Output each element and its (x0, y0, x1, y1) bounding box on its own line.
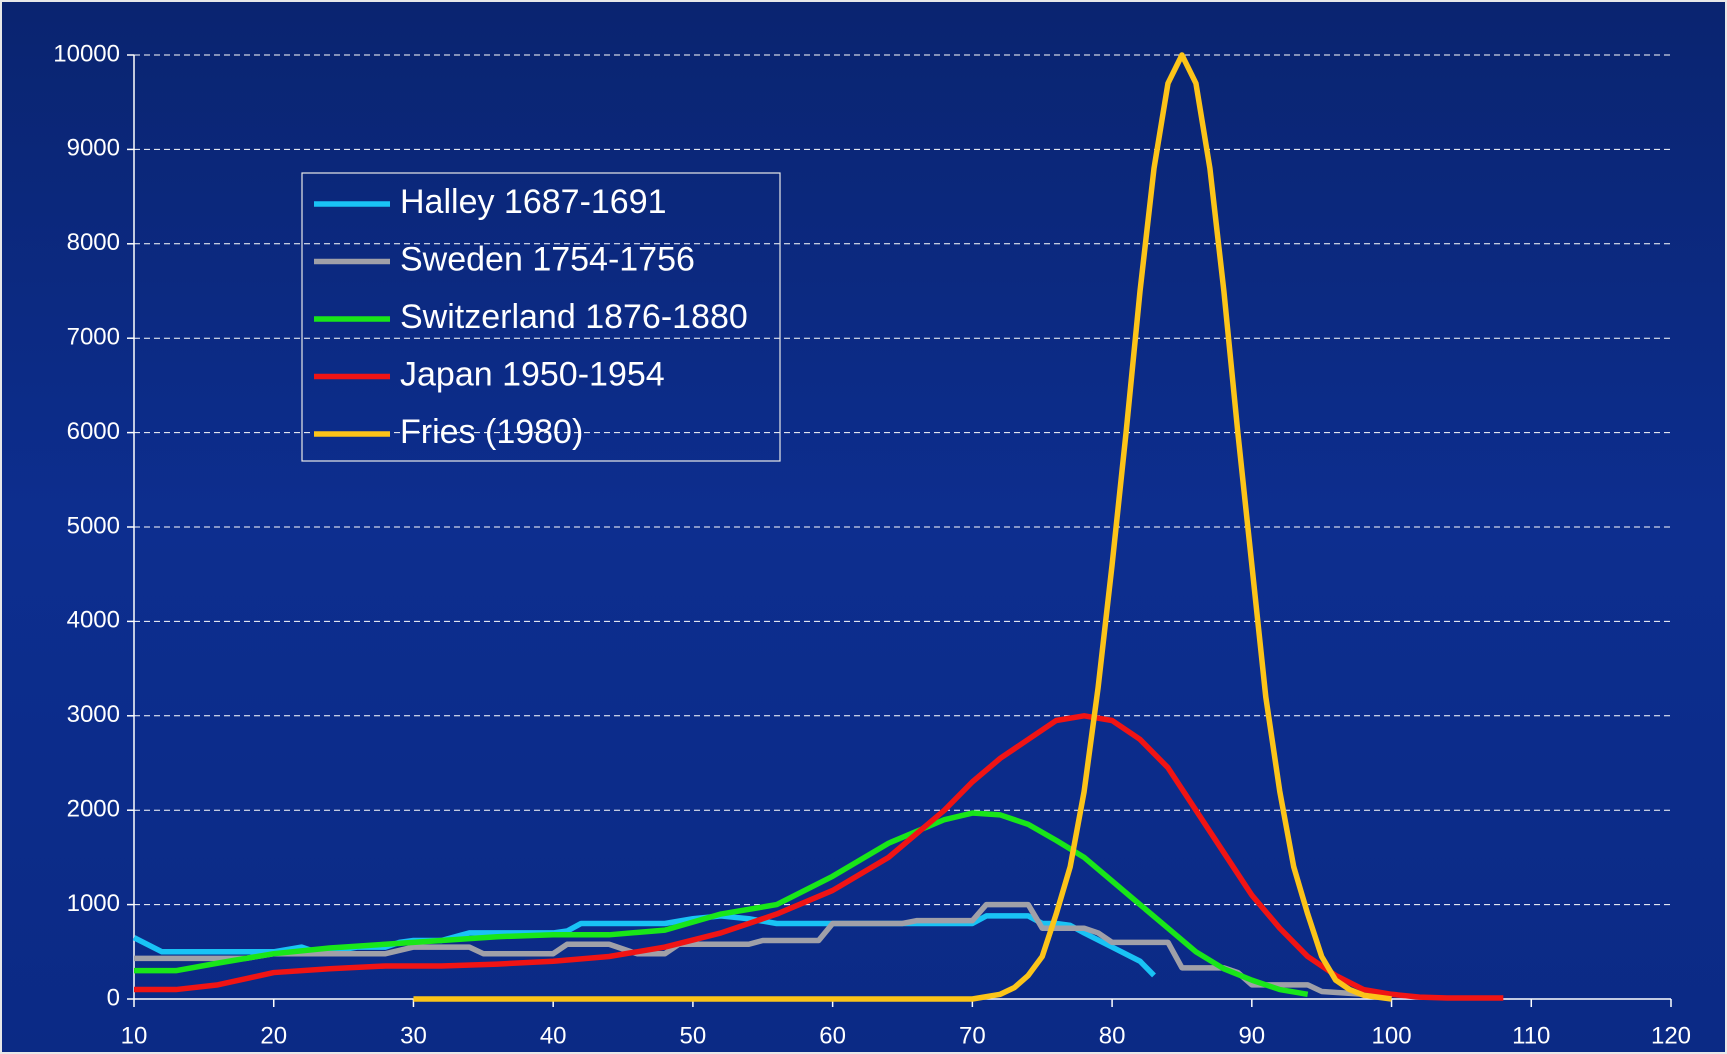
x-tick-label: 60 (819, 1022, 846, 1049)
legend-label: Switzerland 1876-1880 (400, 298, 748, 336)
legend-label: Japan 1950-1954 (400, 355, 665, 393)
y-tick-label: 7000 (67, 324, 120, 351)
y-tick-label: 3000 (67, 701, 120, 728)
y-tick-label: 10000 (53, 40, 120, 67)
y-tick-label: 0 (107, 984, 120, 1011)
x-tick-label: 70 (959, 1022, 986, 1049)
x-tick-label: 110 (1512, 1022, 1550, 1049)
y-tick-label: 9000 (67, 135, 120, 162)
y-tick-label: 5000 (67, 512, 120, 539)
y-tick-label: 4000 (67, 607, 120, 634)
x-tick-label: 30 (400, 1022, 427, 1049)
series-line (134, 713, 1504, 1001)
x-tick-label: 100 (1372, 1022, 1412, 1049)
y-tick-label: 8000 (67, 229, 120, 256)
y-tick-label: 1000 (67, 890, 120, 917)
x-tick-label: 80 (1099, 1022, 1126, 1049)
x-tick-label: 120 (1651, 1022, 1691, 1049)
y-tick-label: 2000 (67, 796, 120, 823)
legend-label: Sweden 1754-1756 (400, 240, 695, 278)
x-tick-label: 20 (260, 1022, 287, 1049)
y-tick-label: 6000 (67, 418, 120, 445)
series-line (134, 810, 1309, 997)
series-line (134, 901, 1364, 998)
legend-label: Halley 1687-1691 (400, 183, 667, 221)
x-tick-label: 90 (1238, 1022, 1265, 1049)
legend-box (301, 172, 781, 462)
series-line (413, 52, 1392, 1002)
x-tick-label: 10 (121, 1022, 148, 1049)
legend-label: Fries (1980) (400, 413, 583, 451)
x-tick-label: 40 (540, 1022, 567, 1049)
x-tick-label: 50 (680, 1022, 707, 1049)
